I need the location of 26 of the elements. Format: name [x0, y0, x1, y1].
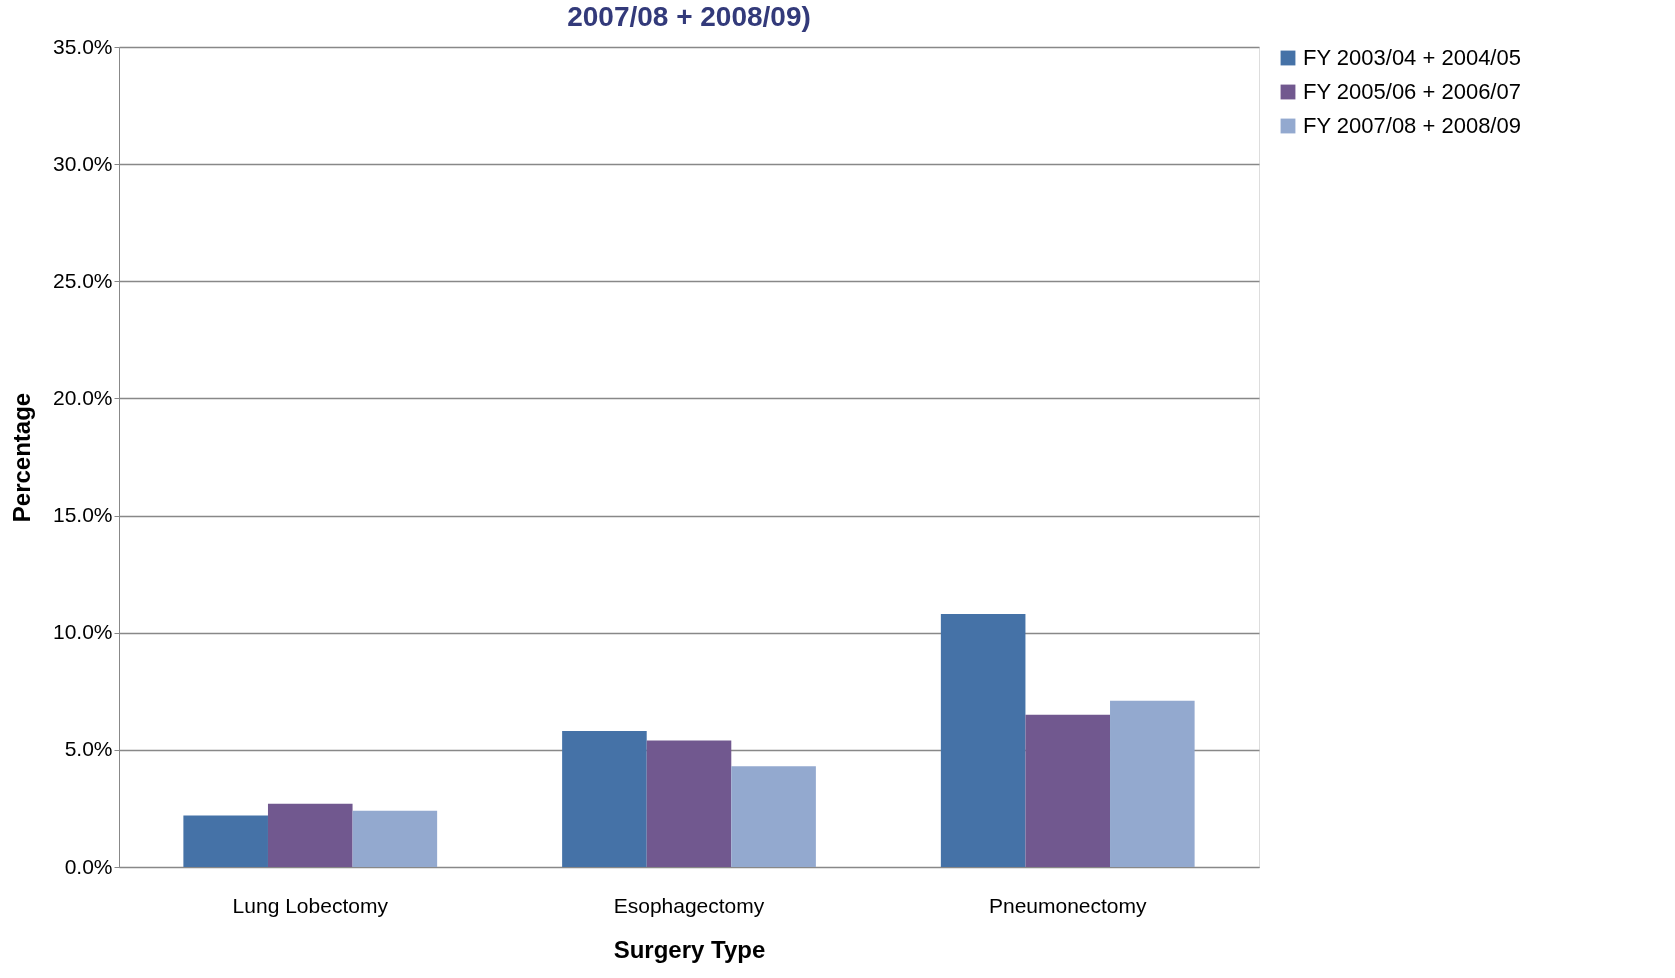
y-tick-label: 25.0%: [52, 268, 113, 292]
x-tick-label: Esophagectomy: [613, 893, 765, 917]
x-axis-title: Surgery Type: [613, 935, 766, 963]
y-tick-label: 15.0%: [52, 503, 113, 527]
bar: [1110, 700, 1195, 867]
y-tick-label: 35.0%: [52, 34, 113, 58]
y-tick-label: 20.0%: [52, 385, 113, 409]
bar: [562, 731, 647, 867]
y-tick-label: 30.0%: [52, 151, 113, 175]
y-tick-label: 5.0%: [64, 737, 113, 761]
chart-title: 2007/08 + 2008/09): [567, 1, 811, 32]
y-tick-label: 0.0%: [64, 854, 113, 878]
bar: [352, 810, 438, 867]
legend-label: FY 2003/04 + 2004/05: [1303, 45, 1521, 70]
y-tick-label: 10.0%: [52, 620, 113, 644]
bar: [183, 815, 268, 867]
bar: [1025, 714, 1111, 867]
x-tick-label: Lung Lobectomy: [232, 893, 389, 917]
y-axis-title: Percentage: [7, 392, 35, 523]
bar: [267, 803, 353, 867]
x-tick-label: Pneumonectomy: [988, 893, 1148, 917]
bar: [731, 766, 816, 867]
bar: [646, 740, 732, 867]
bar: [940, 613, 1026, 867]
legend-label: FY 2007/08 + 2008/09: [1303, 113, 1521, 138]
legend-label: FY 2005/06 + 2006/07: [1303, 79, 1521, 104]
